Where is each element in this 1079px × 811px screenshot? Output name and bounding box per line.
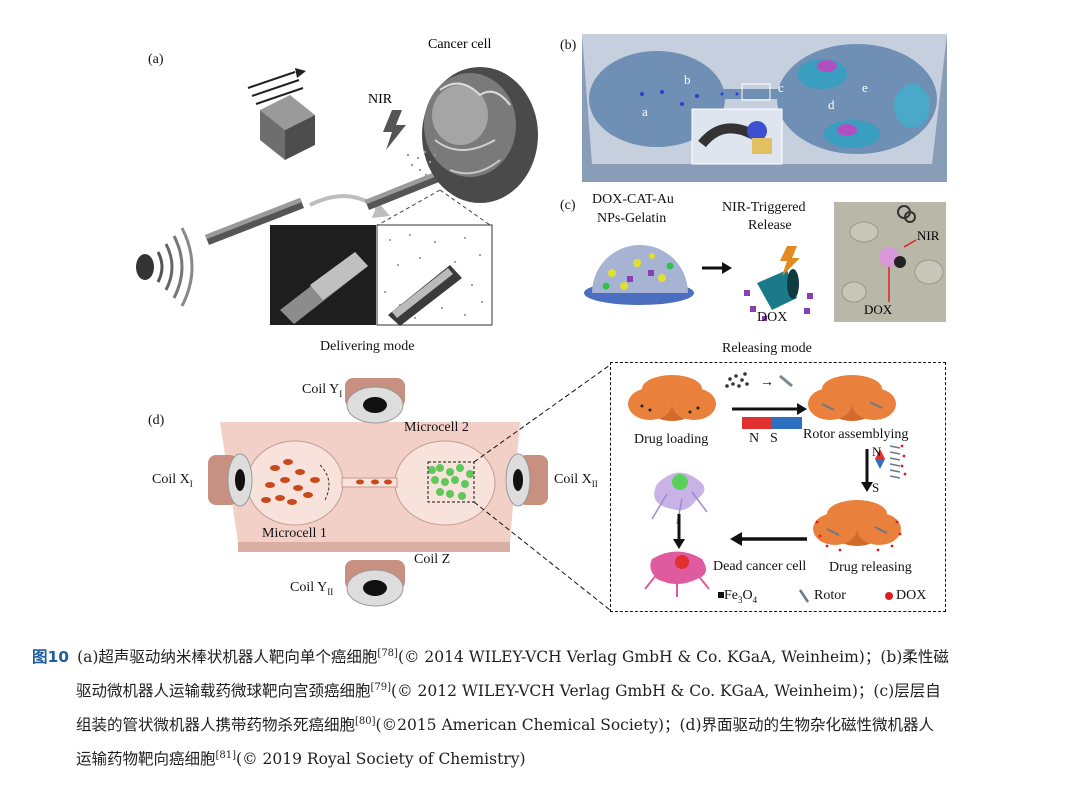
svg-text:→: → <box>760 375 774 390</box>
photo-dox-label: DOX <box>864 302 893 317</box>
nanorod-robot <box>205 198 304 245</box>
tubular-microrobot-image <box>744 246 813 321</box>
panel-c-tag: (c) <box>560 198 576 213</box>
caption-ref4: [81] <box>215 749 237 761</box>
dead-cancer-cell-image <box>644 551 710 597</box>
caption-line2: 驱动微机器人运输载药微球靶向宫颈癌细胞 <box>76 682 371 700</box>
caption-line3b: (©2015 American Chemical Society)；(d)界面驱… <box>375 716 935 734</box>
magnet-s-label: S <box>770 431 778 446</box>
caption-line1b: (© 2014 WILEY-VCH Verlag GmbH & Co. KGaA… <box>397 648 949 666</box>
point-b-label: b <box>684 72 691 87</box>
coil-x2-label: Coil XII <box>554 472 598 489</box>
rotor-assembling-label: Rotor assemblying <box>803 427 909 442</box>
panel-c-figure <box>584 245 813 321</box>
caption-ref1: [78] <box>377 647 398 659</box>
coil-x2-icon <box>505 453 548 507</box>
fe3o4-legend-icon <box>718 592 724 598</box>
panel-d-tag: (d) <box>148 413 165 428</box>
coil-y1-icon <box>345 378 405 424</box>
nir-label: NIR <box>368 92 393 107</box>
caption-line1: (a)超声驱动纳米棒状机器人靶向单个癌细胞 <box>77 648 378 666</box>
drug-loading-label: Drug loading <box>634 432 709 447</box>
delivering-mode-label: Delivering mode <box>320 339 415 354</box>
magnetic-field-cube-icon <box>247 68 315 160</box>
nir-release-line1: NIR-Triggered <box>722 200 806 215</box>
rotor-inset-image <box>691 108 783 165</box>
panel-b-figure: a b c d e <box>582 34 947 182</box>
microcell1-label: Microcell 1 <box>262 526 327 541</box>
drug-releasing-rotor-image <box>813 500 902 552</box>
legend-fe3o4-label: Fe3O4 <box>724 588 758 605</box>
cancer-cells-image <box>797 59 930 148</box>
caption-line2b: (© 2012 WILEY-VCH Verlag GmbH & Co. KGaA… <box>391 682 941 700</box>
schematic-inset-image <box>376 224 493 326</box>
point-a-label: a <box>642 104 648 119</box>
releasing-mode-figure: → <box>628 372 907 603</box>
magnet-n-label: N <box>749 431 760 446</box>
releasing-mode-box <box>610 362 946 612</box>
microsphere-title-line2: NPs-Gelatin <box>597 211 667 226</box>
rotor-assembling-image <box>808 375 896 421</box>
releasing-mode-label: Releasing mode <box>722 341 812 356</box>
dead-cancer-cell-label: Dead cancer cell <box>713 559 807 574</box>
drug-loading-rotor-image <box>628 375 716 421</box>
caption-ref3: [80] <box>355 715 376 727</box>
lightning-icon <box>383 110 406 150</box>
caption-line4b: (© 2019 Royal Society of Chemistry) <box>236 750 526 768</box>
cancer-cell-live-image <box>651 472 708 525</box>
panel-a-tag: (a) <box>148 52 164 67</box>
caption-line3: 组装的管状微机器人携带药物杀死癌细胞 <box>76 716 356 734</box>
cancer-cell-image <box>422 67 538 203</box>
caption-line4: 运输药物靶向癌细胞 <box>76 750 216 768</box>
rotor-legend-icon <box>798 589 810 603</box>
photo-nir-label: NIR <box>917 228 940 243</box>
dox-legend-icon <box>885 592 893 600</box>
gelatin-microsphere-image <box>584 245 694 305</box>
nir-release-line2: Release <box>748 218 792 233</box>
coil-z-label: Coil Z <box>414 552 451 567</box>
cell-photo-image: NIR DOX <box>834 202 946 322</box>
vertical-s-label: S <box>872 480 880 495</box>
ultrasound-source-icon <box>136 227 194 307</box>
nanorod-robot-near-cell <box>365 170 444 210</box>
coil-y2-label: Coil YII <box>290 580 334 597</box>
point-c-label: c <box>778 80 784 95</box>
legend-dox-label: DOX <box>896 588 927 603</box>
point-e-label: e <box>862 80 868 95</box>
coil-x1-icon <box>208 453 253 507</box>
figure-label: 图10 <box>32 648 70 666</box>
coil-y1-label: Coil YI <box>302 382 343 399</box>
panel-b-tag: (b) <box>560 38 577 53</box>
coil-y2-icon <box>345 560 405 607</box>
point-d-label: d <box>828 97 835 112</box>
legend-rotor-label: Rotor <box>814 588 846 603</box>
sem-inset-image <box>270 225 376 325</box>
cancer-cell-label: Cancer cell <box>428 37 491 52</box>
drug-releasing-label: Drug releasing <box>829 560 912 575</box>
dox-label: DOX <box>757 310 788 325</box>
panel-d-chip-figure <box>208 364 610 611</box>
panel-a-figure: NIR Cancer cell <box>136 37 538 326</box>
coil-x1-label: Coil XI <box>152 472 193 489</box>
figure-caption: 图10 (a)超声驱动纳米棒状机器人靶向单个癌细胞[78](© 2014 WILE… <box>32 640 1052 776</box>
microsphere-title-line1: DOX-CAT-Au <box>592 192 674 207</box>
vertical-n-label: N <box>872 444 882 459</box>
microcell2-label: Microcell 2 <box>404 420 469 435</box>
caption-ref2: [79] <box>370 681 392 693</box>
